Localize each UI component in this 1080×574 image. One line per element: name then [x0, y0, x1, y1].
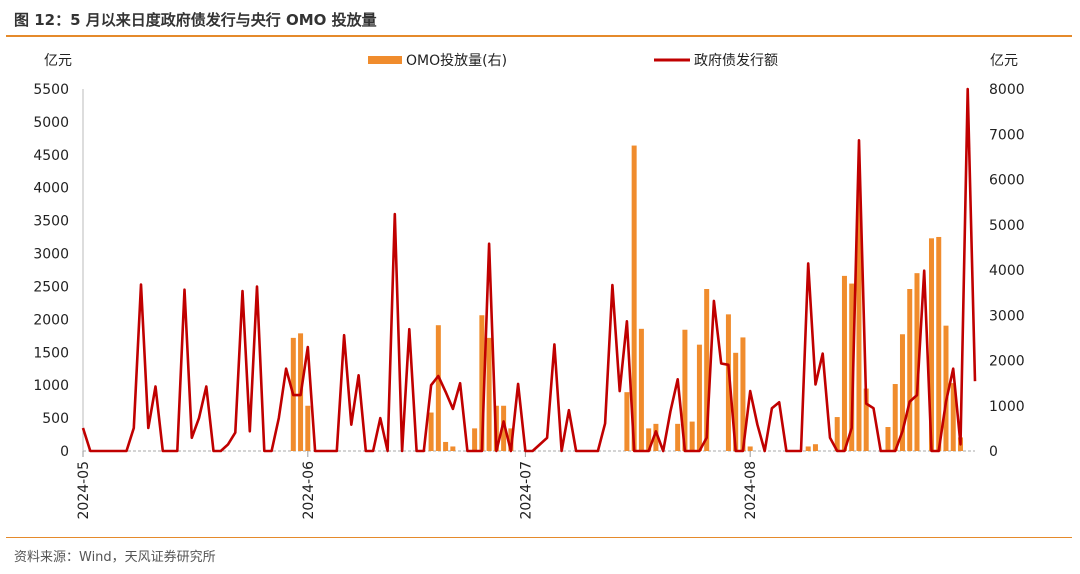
right-axis-unit: 亿元: [990, 53, 1018, 69]
omo-bar: [892, 384, 898, 451]
omo-bar: [725, 314, 731, 451]
x-tick-label: 2024-05: [76, 461, 92, 520]
omo-bar: [740, 337, 746, 451]
source-note: 资料来源：Wind，天风证券研究所: [14, 550, 216, 565]
left-tick-label: 4000: [33, 181, 69, 197]
omo-bar: [624, 392, 630, 451]
right-tick-label: 2000: [989, 354, 1025, 370]
omo-bar: [936, 236, 942, 451]
omo-bar: [443, 441, 449, 451]
omo-bar: [849, 283, 855, 451]
omo-bar: [450, 446, 456, 451]
right-tick-label: 6000: [989, 173, 1025, 189]
omo-bar: [747, 446, 753, 451]
axes-group: [82, 89, 975, 457]
left-tick-label: 5500: [33, 82, 69, 98]
omo-bar: [907, 289, 913, 451]
gov-bond-series-line: [81, 87, 977, 453]
omo-bar: [914, 273, 920, 451]
right-tick-label: 8000: [989, 82, 1025, 98]
omo-bar: [863, 388, 869, 451]
legend: OMO投放量(右) 政府债发行额: [368, 53, 778, 69]
left-tick-label: 2500: [33, 279, 69, 295]
omo-bar: [885, 427, 891, 451]
omo-bar: [733, 352, 739, 451]
left-tick-label: 3000: [33, 247, 69, 263]
right-tick-label: 0: [989, 444, 998, 460]
left-tick-label: 3500: [33, 214, 69, 230]
omo-bar: [689, 421, 695, 451]
omo-bar: [704, 289, 710, 451]
title-divider: [6, 35, 1072, 37]
figure-title: 图 12：5 月以来日度政府债发行与央行 OMO 投放量: [14, 11, 377, 29]
omo-bar: [435, 325, 441, 451]
omo-bar: [675, 423, 681, 451]
legend-swatch-omo: [368, 56, 402, 64]
right-tick-label: 3000: [989, 308, 1025, 324]
x-tick-label: 2024-07: [518, 461, 534, 520]
left-tick-label: 1500: [33, 345, 69, 361]
legend-label-omo: OMO投放量(右): [406, 53, 507, 69]
x-tick-label: 2024-08: [743, 461, 759, 520]
omo-bar: [812, 444, 818, 451]
omo-bar: [646, 428, 652, 451]
right-tick-label: 7000: [989, 127, 1025, 143]
left-tick-label: 1000: [33, 378, 69, 394]
omo-bar: [943, 325, 949, 451]
axis-labels: 0 500 1000 1500 2000 2500 3000 3500 4000 4500 5000…: [33, 82, 1024, 520]
left-tick-label: 4500: [33, 148, 69, 164]
left-tick-label: 5000: [33, 115, 69, 131]
footer-divider: [6, 537, 1072, 538]
omo-bar: [899, 334, 905, 451]
omo-bar: [950, 383, 956, 451]
omo-bar: [486, 337, 492, 451]
omo-bar: [834, 417, 840, 451]
gov-bond-line: [81, 87, 977, 453]
omo-bar: [805, 446, 811, 451]
omo-bar: [479, 315, 485, 451]
omo-bar: [696, 344, 702, 451]
omo-bar: [501, 405, 507, 451]
left-tick-label: 2000: [33, 312, 69, 328]
omo-bar: [631, 145, 637, 451]
right-tick-label: 4000: [989, 263, 1025, 279]
omo-bar: [638, 328, 644, 451]
right-tick-label: 1000: [989, 399, 1025, 415]
omo-bar: [305, 405, 311, 451]
x-tick-label: 2024-06: [301, 461, 317, 520]
omo-bar: [428, 412, 434, 451]
left-tick-label: 0: [60, 444, 69, 460]
omo-bars: [290, 145, 963, 451]
omo-bar: [856, 189, 862, 451]
left-axis-unit: 亿元: [44, 53, 72, 69]
omo-bar: [653, 423, 659, 451]
omo-bar: [682, 329, 688, 451]
legend-label-gov-bond: 政府债发行额: [694, 53, 778, 69]
left-tick-label: 500: [42, 411, 69, 427]
right-tick-label: 5000: [989, 218, 1025, 234]
omo-bar: [472, 428, 478, 451]
omo-bar: [841, 275, 847, 451]
omo-bar: [928, 238, 934, 451]
